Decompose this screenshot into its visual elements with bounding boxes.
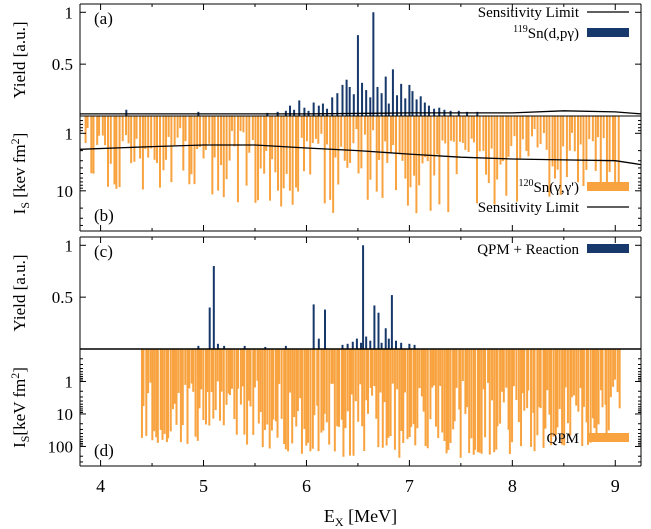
x-tick-label: 8 bbox=[508, 476, 517, 496]
x-tick-label: 4 bbox=[96, 476, 105, 496]
y-tick-label-d: 10 bbox=[56, 405, 73, 424]
legend-bar-symbol-b bbox=[587, 182, 629, 191]
y-tick-label-a: 0.5 bbox=[52, 55, 73, 74]
legend-label-d: QPM bbox=[546, 431, 579, 447]
legend-bar-symbol-a bbox=[587, 28, 629, 37]
panel-tag-c: (c) bbox=[94, 242, 113, 261]
y-tick-label-d: 100 bbox=[48, 437, 74, 456]
panel-tag-a: (a) bbox=[94, 9, 113, 28]
labels-layer: 0.51 (a)Yield [a.u.]Sensitivity Limit119S… bbox=[8, 3, 629, 529]
y-axis-label-b: IS [kev fm2] bbox=[8, 133, 32, 215]
panel-tag-b: (b) bbox=[94, 206, 114, 225]
y-tick-label-d: 1 bbox=[65, 372, 74, 391]
x-tick-label: 9 bbox=[611, 476, 620, 496]
legend-label-c: QPM + Reaction bbox=[477, 242, 579, 258]
y-tick-label-a: 1 bbox=[65, 3, 74, 22]
sensitivity-limit-line-b bbox=[79, 144, 642, 166]
y-tick-label-b: 1 bbox=[65, 124, 74, 143]
y-tick-label-c: 0.5 bbox=[52, 288, 73, 307]
x-tick-label: 6 bbox=[302, 476, 311, 496]
panel-tag-d: (d) bbox=[94, 441, 114, 460]
bars-layer bbox=[84, 12, 621, 458]
legend-bar-symbol-d bbox=[587, 433, 629, 442]
y-axis-label-d: IS[keV fm2] bbox=[8, 367, 32, 448]
y-axis-label-a: Yield [a.u.] bbox=[10, 22, 29, 99]
legend-bar-symbol-c bbox=[587, 244, 629, 253]
axes-frame-layer bbox=[79, 3, 642, 467]
legend-label-b: Sensitivity Limit bbox=[478, 200, 580, 216]
y-tick-label-c: 1 bbox=[65, 236, 74, 255]
legend-label-a: 119Sn(d,pγ) bbox=[513, 24, 579, 42]
legend-label-a: Sensitivity Limit bbox=[478, 5, 580, 21]
x-tick-label: 5 bbox=[199, 476, 208, 496]
sensitivity-lines-layer bbox=[79, 110, 642, 166]
sensitivity-limit-line-a bbox=[80, 110, 642, 115]
y-tick-label-b: 10 bbox=[56, 182, 73, 201]
x-tick-label: 7 bbox=[405, 476, 414, 496]
legend-label-b: 120Sn(γ,γ') bbox=[518, 178, 579, 196]
x-axis-label: EX [MeV] bbox=[324, 506, 397, 529]
y-axis-label-c: Yield [a.u.] bbox=[10, 255, 29, 332]
